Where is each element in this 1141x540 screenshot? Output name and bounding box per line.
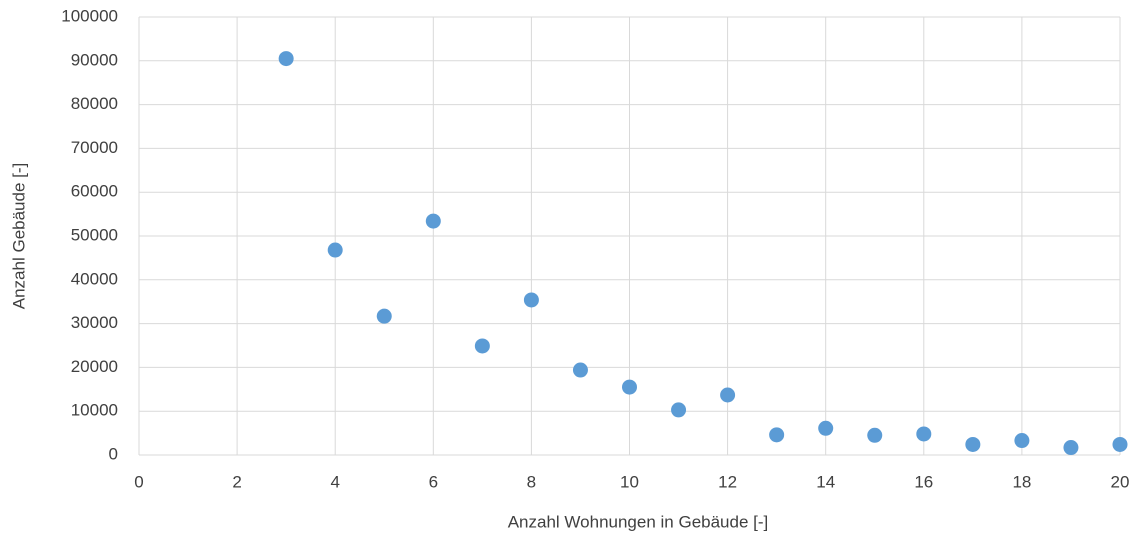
y-tick-label: 40000	[71, 269, 118, 288]
point	[572, 362, 588, 378]
x-tick-label: 6	[429, 472, 438, 491]
point	[818, 420, 834, 436]
x-tick-label: 4	[330, 472, 339, 491]
point	[622, 379, 637, 395]
x-tick-label: 0	[134, 472, 143, 491]
y-tick-label: 60000	[71, 182, 118, 201]
point	[425, 213, 441, 229]
x-tick-label: 20	[1111, 472, 1130, 491]
y-tick-label: 10000	[71, 401, 118, 420]
y-tick-label: 90000	[71, 50, 118, 69]
point	[720, 387, 736, 403]
point	[965, 436, 981, 452]
y-tick-label: 30000	[71, 313, 118, 332]
point	[523, 292, 539, 308]
point	[1112, 436, 1128, 452]
point	[278, 51, 294, 67]
x-tick-label: 12	[718, 472, 737, 491]
x-tick-label: 16	[914, 472, 933, 491]
y-tick-label: 20000	[71, 357, 118, 376]
x-tick-label: 2	[232, 472, 241, 491]
y-tick-label: 50000	[71, 225, 118, 244]
x-tick-label: 10	[620, 472, 639, 491]
x-tick-label: 18	[1012, 472, 1031, 491]
y-tick-label: 70000	[71, 138, 118, 157]
y-tick-label: 0	[109, 444, 118, 463]
point	[474, 338, 490, 354]
point	[916, 426, 932, 442]
y-tick-label: 80000	[71, 94, 118, 113]
point	[867, 427, 883, 443]
point	[327, 242, 343, 258]
point	[376, 308, 392, 324]
point	[1014, 433, 1030, 449]
point	[769, 427, 785, 443]
point	[1063, 440, 1079, 456]
x-tick-label: 8	[527, 472, 536, 491]
x-tick-label: 14	[816, 472, 835, 491]
x-axis-title: Anzahl Wohnungen in Gebäude [-]	[508, 512, 769, 531]
y-axis-title: Anzahl Gebäude [-]	[9, 163, 28, 309]
point	[671, 402, 687, 418]
y-tick-label: 100000	[61, 6, 118, 25]
